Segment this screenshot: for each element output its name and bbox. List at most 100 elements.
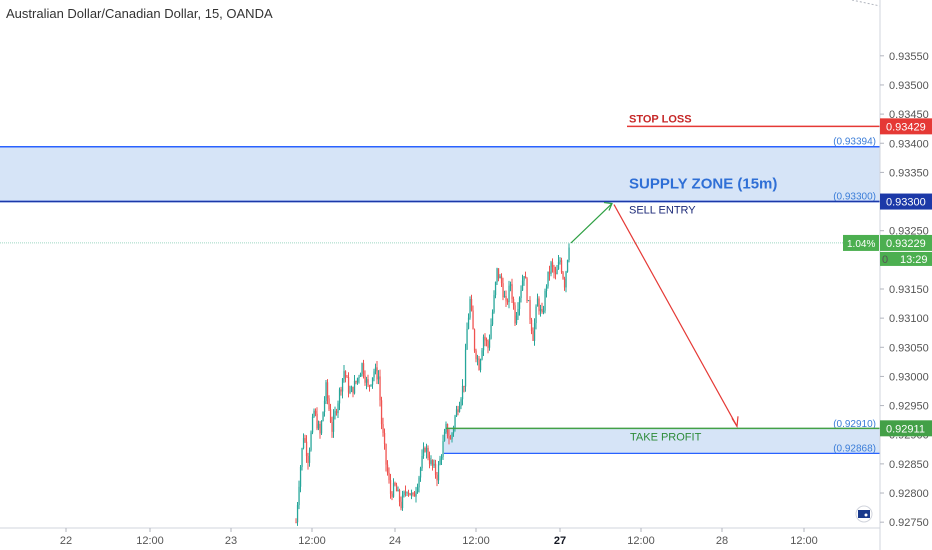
candle[interactable]: [421, 449, 423, 472]
candle[interactable]: [524, 271, 527, 279]
candle[interactable]: [448, 429, 450, 445]
candle[interactable]: [481, 348, 483, 361]
candle[interactable]: [484, 333, 486, 347]
candle[interactable]: [505, 290, 507, 308]
candle[interactable]: [557, 255, 560, 270]
candle[interactable]: [358, 374, 360, 384]
candle[interactable]: [313, 408, 315, 418]
candle[interactable]: [373, 368, 375, 382]
candle[interactable]: [359, 372, 362, 377]
candle[interactable]: [319, 421, 321, 439]
candle[interactable]: [418, 475, 420, 493]
candle[interactable]: [517, 302, 519, 320]
candle[interactable]: [392, 478, 395, 498]
candle[interactable]: [512, 296, 515, 310]
candle[interactable]: [482, 334, 485, 357]
candle[interactable]: [478, 356, 480, 371]
candle[interactable]: [341, 378, 344, 399]
candle[interactable]: [371, 377, 374, 389]
candle[interactable]: [530, 317, 533, 335]
candle[interactable]: [356, 377, 359, 385]
candle[interactable]: [442, 434, 444, 460]
candle[interactable]: [311, 413, 314, 435]
candle[interactable]: [340, 386, 342, 396]
candle[interactable]: [433, 459, 435, 469]
candle[interactable]: [322, 411, 324, 422]
candle[interactable]: [565, 270, 567, 293]
candle[interactable]: [469, 296, 471, 320]
candle[interactable]: [314, 408, 317, 417]
candle[interactable]: [338, 387, 341, 411]
candle[interactable]: [544, 288, 546, 314]
candle[interactable]: [520, 285, 522, 303]
candle[interactable]: [403, 490, 405, 498]
candle[interactable]: [382, 417, 384, 437]
candle[interactable]: [539, 304, 542, 317]
candle[interactable]: [523, 276, 525, 286]
candle[interactable]: [404, 485, 407, 497]
demand-zone[interactable]: [444, 428, 880, 454]
candle[interactable]: [515, 311, 518, 326]
candle[interactable]: [430, 455, 432, 466]
candle[interactable]: [412, 492, 414, 497]
candle[interactable]: [343, 365, 345, 383]
candle[interactable]: [464, 343, 467, 392]
candle[interactable]: [295, 518, 297, 524]
candle[interactable]: [496, 267, 498, 285]
candle[interactable]: [395, 482, 398, 492]
candle[interactable]: [451, 432, 453, 443]
candle[interactable]: [328, 395, 330, 411]
candle[interactable]: [494, 281, 497, 299]
candle[interactable]: [538, 296, 540, 315]
candle[interactable]: [457, 405, 459, 416]
candle[interactable]: [479, 358, 482, 373]
candle[interactable]: [364, 370, 366, 386]
candle[interactable]: [362, 359, 365, 379]
candle[interactable]: [547, 271, 549, 289]
candle[interactable]: [308, 447, 311, 467]
candle[interactable]: [449, 434, 452, 440]
candle[interactable]: [542, 305, 545, 315]
candle[interactable]: [553, 264, 555, 279]
candle[interactable]: [535, 304, 537, 330]
candle[interactable]: [562, 270, 564, 280]
candle[interactable]: [490, 318, 492, 340]
candle[interactable]: [394, 481, 396, 487]
candle[interactable]: [427, 445, 429, 461]
candle[interactable]: [532, 327, 534, 342]
candle[interactable]: [332, 409, 335, 438]
candle[interactable]: [422, 442, 425, 459]
candle[interactable]: [514, 302, 516, 327]
candle[interactable]: [407, 489, 410, 497]
candle[interactable]: [367, 374, 369, 388]
candle[interactable]: [298, 480, 300, 510]
candle[interactable]: [440, 454, 443, 466]
candle[interactable]: [299, 464, 302, 493]
candle[interactable]: [368, 384, 371, 392]
supply-zone[interactable]: [0, 146, 880, 202]
candle[interactable]: [463, 385, 465, 393]
candle[interactable]: [473, 328, 476, 353]
candle[interactable]: [374, 363, 377, 375]
candle[interactable]: [428, 451, 431, 469]
candle[interactable]: [316, 407, 318, 431]
candle[interactable]: [355, 380, 357, 385]
candle[interactable]: [455, 405, 458, 417]
candle[interactable]: [446, 423, 449, 439]
candle[interactable]: [472, 305, 474, 330]
candle[interactable]: [506, 298, 509, 305]
candle[interactable]: [388, 467, 390, 484]
candle[interactable]: [310, 430, 312, 452]
candle[interactable]: [499, 274, 501, 279]
candle[interactable]: [487, 339, 489, 354]
candle[interactable]: [425, 443, 428, 459]
candle[interactable]: [400, 496, 402, 511]
candle[interactable]: [302, 433, 305, 450]
candle[interactable]: [334, 406, 336, 420]
candle[interactable]: [566, 259, 569, 273]
candle[interactable]: [344, 370, 347, 383]
candle[interactable]: [551, 258, 554, 273]
candle[interactable]: [508, 280, 510, 309]
candle[interactable]: [307, 452, 309, 470]
candle[interactable]: [301, 447, 303, 471]
